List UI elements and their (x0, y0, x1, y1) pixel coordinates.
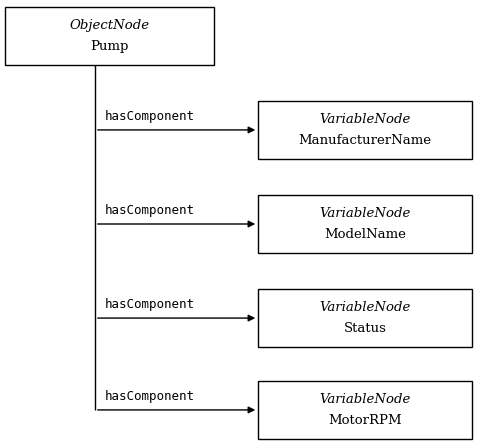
Text: VariableNode: VariableNode (319, 393, 411, 406)
FancyBboxPatch shape (258, 289, 472, 347)
FancyBboxPatch shape (5, 7, 214, 65)
Text: hasComponent: hasComponent (105, 390, 195, 403)
Text: VariableNode: VariableNode (319, 207, 411, 220)
FancyBboxPatch shape (258, 195, 472, 253)
FancyBboxPatch shape (258, 101, 472, 159)
Text: Status: Status (344, 322, 387, 335)
Text: hasComponent: hasComponent (105, 204, 195, 217)
Text: VariableNode: VariableNode (319, 301, 411, 314)
Text: hasComponent: hasComponent (105, 110, 195, 123)
FancyBboxPatch shape (258, 381, 472, 439)
Text: hasComponent: hasComponent (105, 298, 195, 311)
Text: ObjectNode: ObjectNode (70, 19, 150, 32)
Text: Pump: Pump (91, 40, 129, 53)
Text: ModelName: ModelName (324, 228, 406, 241)
Text: MotorRPM: MotorRPM (328, 414, 402, 427)
Text: VariableNode: VariableNode (319, 113, 411, 126)
Text: ManufacturerName: ManufacturerName (299, 134, 432, 147)
